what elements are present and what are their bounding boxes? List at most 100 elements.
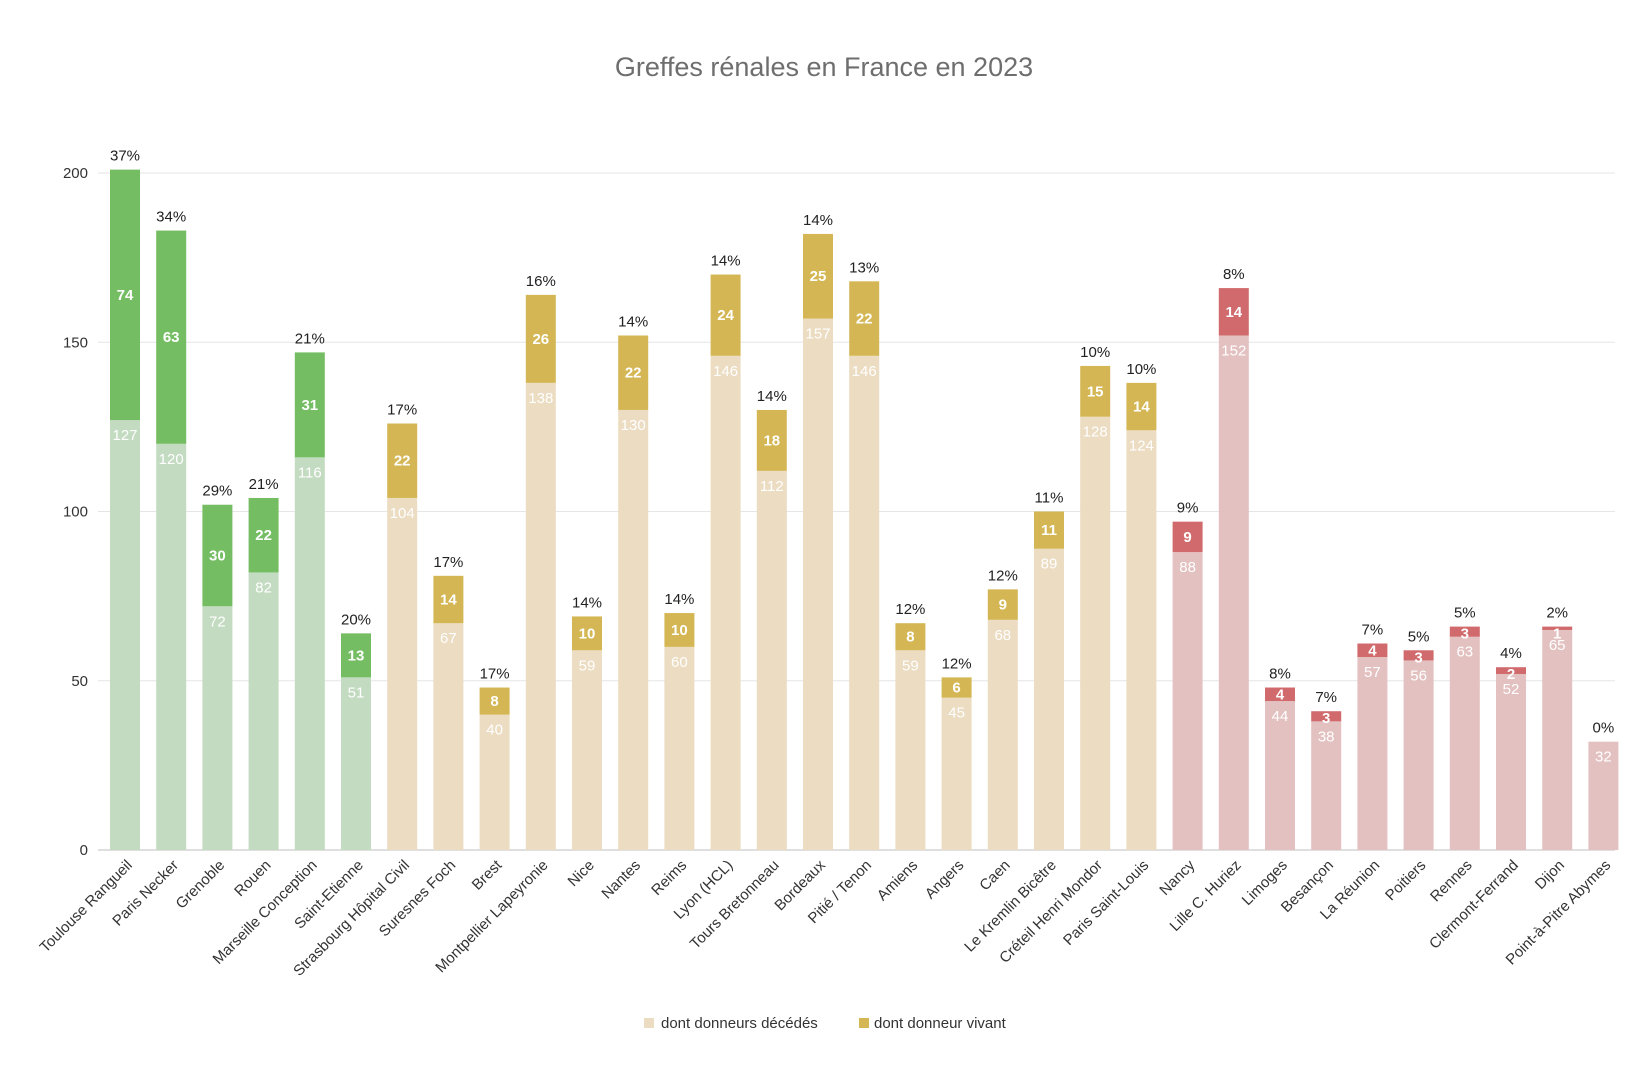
percent-label: 14% — [757, 388, 787, 405]
bar-group: 124 14 10% — [1126, 361, 1156, 850]
bar-group: 40 8 17% — [480, 666, 510, 850]
percent-label: 2% — [1546, 605, 1568, 622]
bar-deceased — [525, 382, 556, 850]
data-label-deceased: 38 — [1318, 728, 1335, 745]
data-label-deceased: 124 — [1129, 437, 1154, 454]
data-label-living: 63 — [163, 329, 180, 346]
data-label-living: 13 — [348, 647, 365, 664]
bar-group: 112 18 14% — [757, 388, 787, 850]
percent-label: 29% — [202, 483, 232, 500]
x-tick-label: Reims — [648, 857, 690, 899]
data-label-living: 14 — [1133, 399, 1150, 416]
bar-living — [572, 616, 602, 651]
bar-living — [987, 589, 1018, 620]
data-label-living: 9 — [999, 597, 1007, 614]
bar-living — [1034, 511, 1064, 549]
bar-deceased — [1311, 721, 1342, 850]
data-label-deceased: 40 — [486, 722, 503, 739]
data-label-deceased: 51 — [348, 684, 365, 701]
data-label-living: 26 — [532, 331, 549, 348]
bar-deceased — [1126, 430, 1157, 850]
bar-group: 651 2% — [1542, 605, 1573, 850]
bar-group: 60 10 14% — [664, 591, 694, 850]
bar-living — [1311, 711, 1342, 722]
data-label-deceased: 82 — [255, 579, 272, 596]
data-label-living: 8 — [906, 629, 914, 646]
percent-label: 7% — [1362, 622, 1384, 639]
percent-label: 12% — [942, 655, 972, 672]
percent-label: 12% — [895, 601, 925, 618]
bar-deceased — [664, 646, 695, 850]
y-tick-label: 100 — [63, 504, 88, 521]
bar-living — [1542, 626, 1573, 630]
bar-group: 51 13 20% — [341, 611, 371, 850]
data-label-living: 30 — [209, 548, 226, 565]
x-tick-label: Nancy — [1156, 856, 1198, 898]
percent-label: 0% — [1593, 720, 1615, 737]
bar-deceased — [987, 619, 1018, 850]
percent-label: 21% — [249, 476, 279, 493]
bar-deceased — [572, 650, 602, 850]
bar-deceased — [803, 318, 833, 850]
bar-deceased — [1588, 741, 1619, 850]
data-label-deceased: 112 — [760, 478, 784, 495]
x-tick-label: Grenoble — [173, 857, 229, 913]
bar-deceased — [110, 420, 140, 850]
legend: dont donneurs décédés dont donneur vivan… — [644, 1015, 1007, 1032]
percent-label: 5% — [1454, 605, 1476, 622]
bar-living — [110, 169, 140, 421]
bar-living — [294, 352, 325, 458]
percent-label: 10% — [1080, 344, 1110, 361]
bar-group: 146 24 14% — [711, 253, 741, 850]
data-label-deceased: 67 — [440, 630, 457, 647]
bar-group: 68 9 12% — [988, 567, 1018, 850]
bar-living — [710, 274, 741, 356]
bar-living — [1126, 382, 1157, 431]
data-label-deceased: 120 — [159, 451, 184, 468]
percent-label: 10% — [1126, 361, 1156, 378]
bar-living — [803, 233, 833, 319]
percent-label: 14% — [803, 212, 833, 229]
data-label-living: 22 — [255, 527, 272, 544]
bar-group: 88 9 9% — [1172, 500, 1203, 850]
bar-deceased — [1449, 636, 1480, 850]
bar-living — [1218, 288, 1249, 336]
data-label-living: 15 — [1087, 383, 1104, 400]
data-label-deceased: 128 — [1083, 424, 1108, 441]
bar-living — [941, 677, 972, 698]
bar-deceased — [341, 677, 371, 850]
x-tick-label: Nantes — [598, 857, 644, 903]
data-label-living: 3 — [1414, 649, 1422, 666]
percent-label: 37% — [110, 148, 140, 165]
data-label-deceased: 59 — [579, 657, 596, 674]
bar-deceased — [1542, 629, 1573, 850]
y-tick-label: 0 — [80, 842, 88, 859]
bar-deceased — [248, 572, 279, 850]
x-tick-label: Clermont-Ferrand — [1426, 857, 1522, 953]
percent-label: 14% — [618, 313, 648, 330]
percent-label: 8% — [1223, 266, 1245, 283]
percent-label: 9% — [1177, 500, 1199, 517]
bar-deceased — [895, 650, 926, 850]
data-label-living: 31 — [301, 397, 318, 414]
bar-living — [433, 575, 464, 624]
bar-deceased — [849, 355, 880, 850]
bar-group: 130 22 14% — [618, 313, 648, 850]
bar-living — [341, 633, 371, 678]
data-label-deceased: 116 — [298, 464, 322, 481]
bar-living — [156, 230, 187, 444]
percent-label: 17% — [480, 666, 510, 683]
bar-living — [1265, 687, 1295, 702]
bar-deceased — [710, 355, 741, 850]
bar-living — [756, 409, 787, 471]
percent-label: 4% — [1500, 645, 1522, 662]
bar-group: 89 11 11% — [1034, 490, 1064, 850]
percent-label: 14% — [572, 594, 602, 611]
percent-label: 8% — [1269, 666, 1291, 683]
y-axis: 0 50 100 150 200 — [63, 165, 88, 859]
y-tick-label: 200 — [63, 165, 88, 182]
percent-label: 21% — [295, 330, 325, 347]
bar-living — [1357, 643, 1388, 658]
